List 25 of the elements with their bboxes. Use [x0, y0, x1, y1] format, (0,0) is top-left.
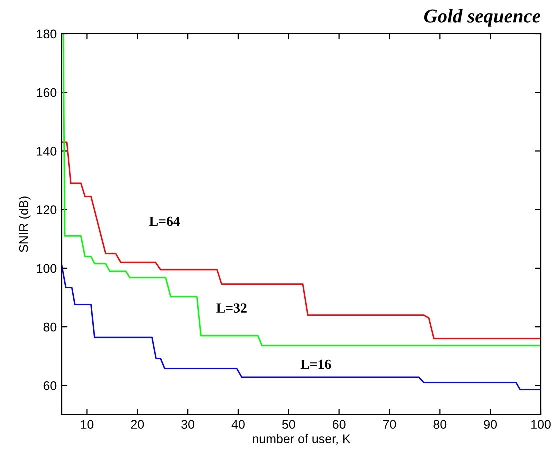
x-tick-label: 80: [434, 420, 447, 430]
y-tick-label: 180: [37, 30, 57, 39]
line-series: [62, 264, 541, 390]
y-tick-label: 160: [37, 88, 57, 98]
x-tick-label: 40: [232, 420, 245, 430]
series-label: L=32: [216, 304, 247, 313]
y-tick-label: 140: [37, 147, 57, 156]
x-tick-label: 30: [182, 420, 195, 430]
series-label: L=16: [300, 360, 332, 370]
chart-title: Gold sequence: [424, 9, 541, 27]
x-tick-label: 100: [532, 420, 551, 430]
y-axis-title: SNIR (dB): [19, 196, 31, 252]
x-axis-title: number of user, K: [253, 434, 351, 445]
x-tick-label: 70: [383, 420, 396, 430]
text: L=64: [150, 216, 180, 226]
y-tick-label: 120: [37, 206, 57, 214]
line-series: [62, 142, 541, 340]
x-tick-label: 20: [131, 420, 144, 430]
y-tick-label: 100: [37, 264, 57, 274]
x-tick-label: 50: [282, 420, 296, 430]
y-tick-label: 80: [44, 322, 57, 332]
x-tick-label: 90: [484, 420, 498, 430]
x-tick-label: 60: [333, 420, 346, 430]
y-tick-label: 60: [44, 381, 57, 390]
x-tick-label: 10: [81, 420, 94, 430]
